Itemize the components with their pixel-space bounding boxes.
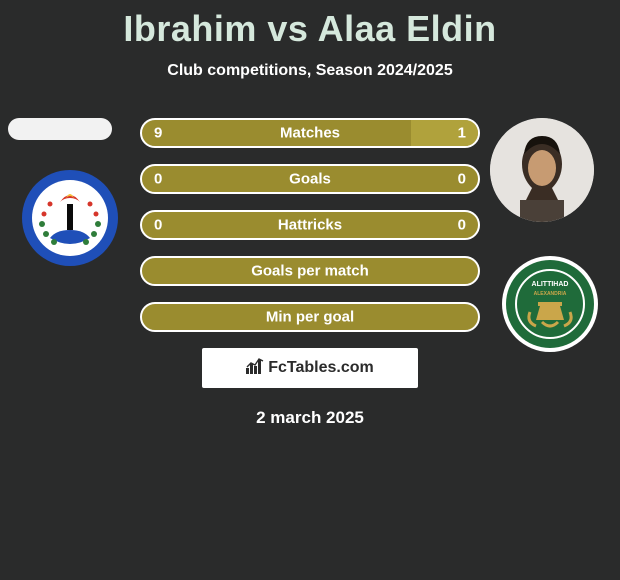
stat-bar-hattricks: 0 Hattricks 0: [140, 210, 480, 240]
stat-value-right: 0: [458, 217, 466, 234]
stat-label: Goals per match: [251, 263, 369, 280]
stat-value-left: 0: [154, 217, 162, 234]
svg-text:ALEXANDRIA: ALEXANDRIA: [534, 291, 567, 297]
stat-label: Goals: [289, 171, 331, 188]
club-left-badge: [20, 168, 120, 268]
stat-bar-goals-per-match: Goals per match: [140, 256, 480, 286]
brand-badge: FcTables.com: [202, 348, 418, 388]
player-right-avatar: [490, 118, 594, 222]
stat-label: Matches: [280, 125, 340, 142]
stat-bar-highlight: [411, 120, 478, 146]
svg-text:ALITTIHAD: ALITTIHAD: [532, 281, 569, 288]
comparison-main: ALITTIHAD ALEXANDRIA 9 Matches 1 0 Goals…: [0, 118, 620, 428]
comparison-date: 2 march 2025: [0, 408, 620, 428]
stat-value-left: 0: [154, 171, 162, 188]
brand-text: FcTables.com: [268, 359, 374, 377]
page-root: Ibrahim vs Alaa Eldin Club competitions,…: [0, 0, 620, 580]
stat-value-left: 9: [154, 125, 162, 142]
stat-value-right: 0: [458, 171, 466, 188]
bar-chart-icon: [246, 358, 264, 379]
stat-label: Hattricks: [278, 217, 342, 234]
stat-bar-matches: 9 Matches 1: [140, 118, 480, 148]
page-subtitle: Club competitions, Season 2024/2025: [0, 62, 620, 80]
club-left-badge-icon: [20, 168, 120, 268]
stat-label: Min per goal: [266, 309, 354, 326]
page-title: Ibrahim vs Alaa Eldin: [0, 8, 620, 50]
stat-bars: 9 Matches 1 0 Goals 0 0 Hattricks 0 Goal…: [140, 118, 480, 332]
stat-bar-goals: 0 Goals 0: [140, 164, 480, 194]
club-right-badge: ALITTIHAD ALEXANDRIA: [500, 254, 600, 354]
player-left-avatar: [8, 118, 112, 140]
club-right-badge-icon: ALITTIHAD ALEXANDRIA: [500, 254, 600, 354]
stat-bar-min-per-goal: Min per goal: [140, 302, 480, 332]
stat-value-right: 1: [458, 125, 466, 142]
player-photo-icon: [490, 118, 594, 222]
